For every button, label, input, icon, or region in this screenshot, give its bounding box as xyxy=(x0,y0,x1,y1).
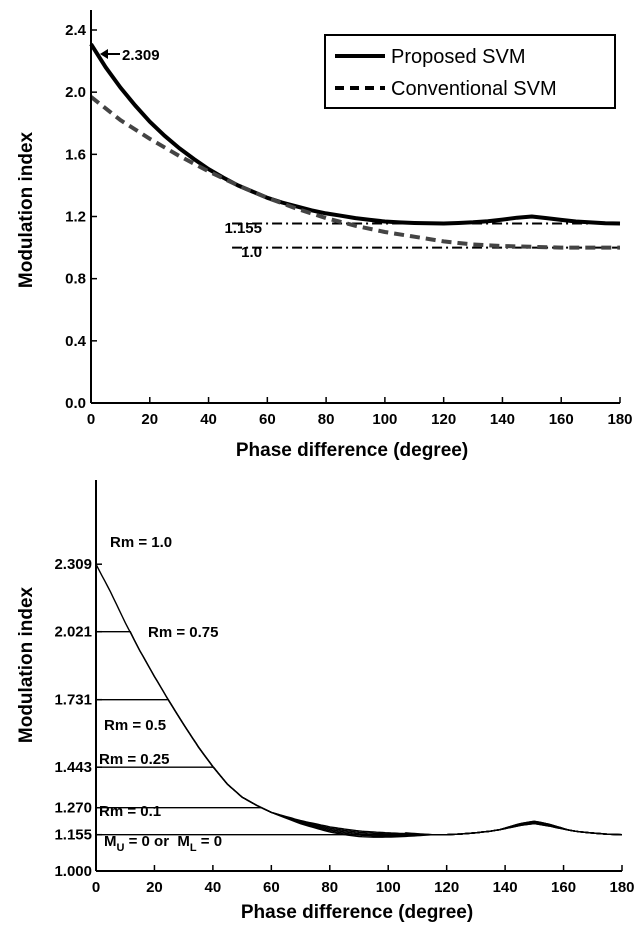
annotation-2309: 2.309 xyxy=(100,47,160,64)
curve-label-rm-1: Rm = 1.0 xyxy=(110,534,172,551)
top-chart: 0 20 40 60 80 100 120 140 160 180 0.0 0.4 0.8 1.2 1.6 2… xyxy=(16,10,633,461)
curve-label-rm-01: Rm = 0.1 xyxy=(99,803,161,820)
x-tick-label: 80 xyxy=(318,411,335,428)
y-tick-label: 0.4 xyxy=(65,333,87,350)
x-tick-label: 160 xyxy=(549,411,574,428)
annotation-arrowhead xyxy=(100,49,108,59)
x-tick-label: 100 xyxy=(372,411,397,428)
curve-5 xyxy=(96,807,623,836)
bottom-y-axis-label: Modulation index xyxy=(16,586,37,743)
annotation-2309-label: 2.309 xyxy=(122,47,160,64)
x-tick-label: 140 xyxy=(490,411,515,428)
y-tick-label: 1.2 xyxy=(65,209,86,226)
bottom-chart: 0 20 40 60 80 100 120 140 160 180 1.000 1.155 1.270 1… xyxy=(16,480,635,923)
ref-1155-label: 1.155 xyxy=(224,220,262,237)
curve-label-rm-05: Rm = 0.5 xyxy=(104,717,166,734)
top-x-axis-label: Phase difference (degree) xyxy=(236,440,468,461)
bottom-x-axis-label: Phase difference (degree) xyxy=(241,902,473,923)
x-tick-label: 60 xyxy=(263,879,280,896)
y-tick-label: 1.6 xyxy=(65,146,86,163)
proposed-svm-line xyxy=(89,43,621,226)
y-tick-label: 1.000 xyxy=(54,863,92,880)
curve-label-rm-075: Rm = 0.75 xyxy=(148,624,218,641)
conventional-svm-line xyxy=(89,95,620,250)
legend-conventional-label: Conventional SVM xyxy=(391,78,557,100)
y-tick-label: 1.443 xyxy=(54,759,92,776)
curve-label-mu-ml: MU = 0 or ML = 0 xyxy=(104,833,222,854)
curve-1 xyxy=(95,563,623,838)
x-tick-label: 120 xyxy=(431,411,456,428)
top-legend: Proposed SVM Conventional SVM xyxy=(324,34,616,109)
x-tick-label: 40 xyxy=(205,879,222,896)
y-tick-label: 0.8 xyxy=(65,271,86,288)
legend-box xyxy=(324,34,616,109)
curve-6 xyxy=(96,820,623,836)
y-tick-label: 0.0 xyxy=(65,395,86,412)
x-tick-label: 80 xyxy=(321,879,338,896)
y-tick-label: 1.270 xyxy=(54,800,92,817)
x-tick-label: 60 xyxy=(259,411,276,428)
x-tick-label: 20 xyxy=(146,879,163,896)
y-tick-label: 2.4 xyxy=(65,22,87,39)
x-tick-label: 160 xyxy=(551,879,576,896)
x-tick-label: 40 xyxy=(200,411,217,428)
x-tick-label: 0 xyxy=(92,879,100,896)
ref-10-label: 1.0 xyxy=(241,244,262,261)
curve-label-rm-025: Rm = 0.25 xyxy=(99,751,169,768)
legend-proposed-label: Proposed SVM xyxy=(391,46,526,68)
x-tick-label: 20 xyxy=(141,411,158,428)
y-tick-label: 1.155 xyxy=(54,827,92,844)
curve-2 xyxy=(96,631,623,837)
x-tick-label: 100 xyxy=(376,879,401,896)
x-tick-label: 140 xyxy=(493,879,518,896)
y-tick-label: 1.731 xyxy=(54,692,92,709)
x-tick-label: 180 xyxy=(609,879,634,896)
x-tick-label: 120 xyxy=(434,879,459,896)
x-tick-label: 180 xyxy=(607,411,632,428)
y-tick-label: 2.021 xyxy=(54,624,92,641)
y-tick-label: 2.309 xyxy=(54,556,92,573)
x-tick-label: 0 xyxy=(87,411,95,428)
top-y-axis-label: Modulation index xyxy=(16,131,37,288)
y-tick-label: 2.0 xyxy=(65,84,86,101)
